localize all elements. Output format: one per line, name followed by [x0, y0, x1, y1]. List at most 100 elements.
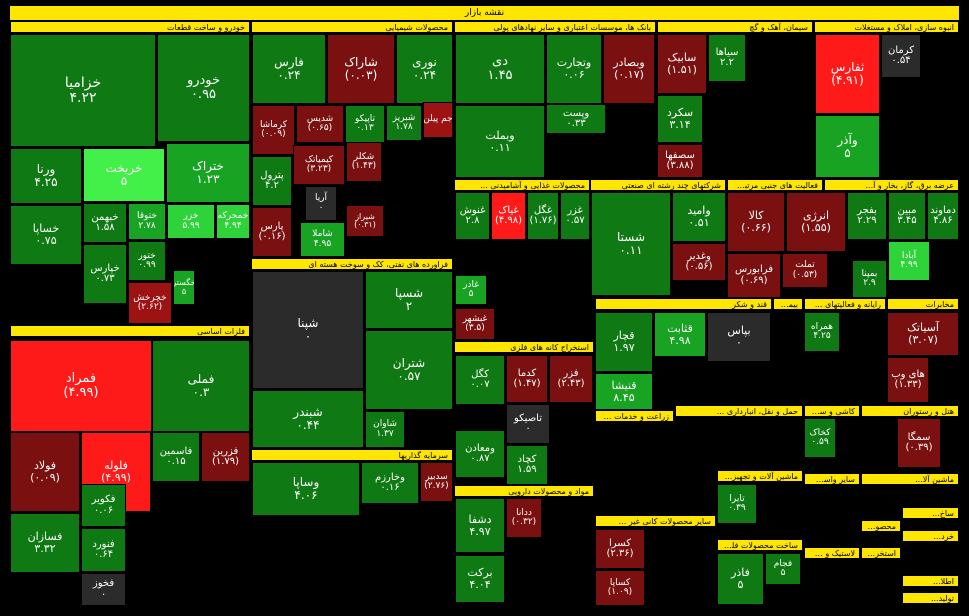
stock-tile-noori[interactable]: نوری ۰.۲۴: [396, 34, 453, 104]
stock-tile-fars[interactable]: فارس ۰.۲۴: [252, 34, 326, 104]
stock-tile-jam[interactable]: جم پیلن: [423, 102, 453, 138]
stock-tile-vrana[interactable]: ورنا ۴.۲۵: [10, 148, 82, 204]
sector-header-insurance[interactable]: بیمه و صندوق بازن...: [773, 298, 803, 310]
sector-header-auto[interactable]: خودرو و ساخت قطعات: [10, 21, 250, 33]
stock-tile-mabin[interactable]: مبین ۳.۴۵: [888, 192, 926, 240]
sector-header-food[interactable]: محصولات غذایی و آشامیدنی ...: [454, 179, 590, 191]
stock-tile-fmerad[interactable]: فمراد (۴.۹۹): [10, 340, 152, 432]
sector-header-misc2[interactable]: محصولا...: [861, 520, 901, 532]
stock-tile-vamid[interactable]: وامید ۰.۵۱: [672, 192, 726, 242]
stock-tile-kasra[interactable]: کسرا (۲.۳۶): [595, 529, 645, 569]
stock-tile-bfajr[interactable]: بفجر ۲.۲۹: [847, 192, 887, 240]
stock-tile-vtejarat[interactable]: وتجارت ۰.۰۶: [546, 34, 602, 104]
small-tickers-cluster[interactable]: [127, 575, 250, 606]
sector-header-investment[interactable]: سرمایه گذاریها: [251, 449, 453, 461]
stock-tile-foolad[interactable]: فولاد (۰.۰۹): [10, 432, 80, 512]
stock-tile-damavand[interactable]: دماوند ۴.۸۶: [927, 192, 959, 240]
stock-tile-shbandar[interactable]: شبندر ۰.۴۴: [252, 390, 364, 448]
sector-header-misc8[interactable]: تولید...: [902, 592, 959, 604]
small-tickers-cluster[interactable]: [196, 239, 250, 269]
stock-tile-kermasha[interactable]: کرماشا (۰.۰۹): [252, 105, 295, 155]
stock-tile-ghshsheli[interactable]: غبشهر (۳.۵): [455, 308, 495, 340]
stock-tile-sakord[interactable]: سکرد ۳.۱۴: [657, 95, 703, 143]
stock-tile-sharak[interactable]: شاراک (۰.۰۳): [327, 34, 395, 104]
sector-header-nonmetal[interactable]: سایر محصولات کانی غیر ...: [595, 515, 716, 527]
sector-header-tech[interactable]: فعالیت های جنبی مرتبط با ...: [727, 179, 823, 191]
small-tickers-cluster[interactable]: [829, 260, 851, 297]
stock-tile-aria[interactable]: آریا ۰: [305, 186, 337, 221]
small-tickers-cluster[interactable]: [216, 270, 250, 325]
sector-header-misc5[interactable]: خرد...: [902, 530, 959, 542]
stock-tile-fasamin[interactable]: فاسمین ۰.۱۵: [152, 432, 200, 482]
sector-header-multi[interactable]: شرکتهای چند رشته ای صنعتی: [590, 179, 726, 191]
stock-tile-fajam[interactable]: فجام ۵: [765, 553, 801, 585]
sector-header-telecom[interactable]: مخابرات: [887, 298, 959, 310]
stock-tile-ghadir[interactable]: غادر ۵: [455, 275, 487, 305]
stock-tile-shadis[interactable]: شدیس (۰.۶۵): [296, 105, 344, 143]
stock-tile-shespa[interactable]: شسپا ۲: [365, 271, 453, 329]
stock-tile-khpars[interactable]: خپارس ۰.۷۳: [83, 244, 127, 304]
small-tickers-cluster[interactable]: [455, 241, 491, 274]
stock-tile-sadbir[interactable]: سدبیر (۲.۷۶): [420, 462, 453, 502]
sector-header-mining-metal[interactable]: استخراج کانه های فلزی: [454, 341, 594, 353]
small-tickers-cluster[interactable]: [704, 90, 814, 178]
stock-tile-kkhak[interactable]: کخاک ۰.۵۹: [804, 418, 836, 458]
sector-header-misc6[interactable]: اطلا...: [902, 575, 959, 587]
stock-tile-kdamah[interactable]: کدما (۱.۴۷): [506, 355, 548, 403]
stock-tile-vpost[interactable]: وپست ۰.۳۳: [546, 104, 606, 134]
small-tickers-cluster[interactable]: [496, 298, 591, 340]
stock-tile-zbrkt[interactable]: برکت ۴.۰۴: [455, 555, 505, 603]
stock-tile-ghazar[interactable]: غزر ۰.۵۷: [560, 192, 590, 240]
stock-tile-khbahmen[interactable]: خبهمن ۱.۵۸: [83, 203, 127, 243]
sector-header-machinery[interactable]: ماشین آلات و تجهیز...: [717, 470, 803, 482]
small-tickers-cluster[interactable]: [841, 312, 886, 404]
stock-tile-khodro[interactable]: خودرو ۰.۹۵: [157, 34, 250, 142]
stock-tile-vghdir[interactable]: وغدیر (۰.۵۶): [672, 243, 726, 281]
stock-tile-smaga[interactable]: سمگا (۰.۳۹): [897, 418, 941, 468]
small-tickers-cluster[interactable]: [902, 486, 959, 506]
sector-header-realestate[interactable]: انبوه سازی، املاک و مستغلات: [814, 21, 959, 33]
stock-tile-fsazan[interactable]: فسازان ۳.۳۲: [10, 513, 80, 573]
stock-tile-shekalar[interactable]: شکلر (۱.۴۳): [346, 142, 382, 182]
small-tickers-cluster[interactable]: [646, 529, 716, 606]
stock-tile-bpas[interactable]: بپاس ۰: [707, 312, 771, 362]
stock-tile-abadi[interactable]: آبادا ۴.۹۹: [888, 241, 930, 281]
stock-tile-fzarin[interactable]: فزرین (۱.۷۹): [201, 432, 250, 482]
stock-tile-fnord[interactable]: فنورد ۰.۶۴: [81, 528, 126, 572]
sector-header-misc7[interactable]: ساخ...: [902, 507, 959, 519]
stock-tile-tapiko[interactable]: تاپیکو ۰.۱۳: [345, 105, 385, 143]
small-tickers-cluster[interactable]: [804, 486, 860, 546]
small-tickers-cluster[interactable]: [167, 240, 196, 270]
sector-header-misc4[interactable]: لاستیک و پ...: [804, 547, 860, 559]
stock-tile-khazamia[interactable]: خزامیا ۴.۲۲: [10, 34, 156, 147]
sector-header-cement[interactable]: سیمان، آهک و گچ: [657, 21, 813, 33]
small-tickers-cluster[interactable]: [804, 561, 860, 606]
stock-tile-khmohrka[interactable]: خمحرکه ۴.۹۴: [216, 204, 250, 239]
sector-header-agri[interactable]: زراعت و خدمات وابسته: [595, 410, 674, 422]
stock-tile-sabik[interactable]: سابیک (۱.۵۱): [657, 34, 707, 94]
stock-tile-vkharazm[interactable]: وخارزم ۰.۱۶: [361, 462, 419, 504]
stock-tile-ghgol[interactable]: غگل (۱.۷۶): [527, 192, 559, 240]
stock-tile-kgol[interactable]: کگل ۰.۰۷: [455, 355, 505, 405]
stock-tile-bmapna[interactable]: بمپنا ۲.۹: [852, 260, 887, 298]
small-tickers-cluster[interactable]: [346, 238, 453, 258]
stock-tile-dadana[interactable]: ددانا (۰.۳۲): [506, 498, 542, 538]
stock-tile-heoab[interactable]: های وب (۱.۳۳): [887, 357, 929, 403]
stock-tile-frabours[interactable]: فرابورس (۰.۶۹): [727, 253, 781, 298]
stock-tile-di[interactable]: دی ۱.۴۵: [455, 34, 545, 104]
sector-header-utility[interactable]: عرضه برق، گاز، بخار و آ...: [824, 179, 959, 191]
stock-tile-shiraz[interactable]: شیراز (۰.۳۱): [346, 205, 384, 237]
stock-tile-tmelt[interactable]: تملت (۰.۵۳): [782, 253, 828, 288]
sector-header-chemical[interactable]: محصولات شیمیایی: [251, 21, 453, 33]
small-tickers-cluster[interactable]: [675, 418, 803, 468]
sector-header-metal-products[interactable]: ساخت محصولات فلز...: [717, 539, 803, 551]
stock-tile-pars[interactable]: پارس (۰.۱۶): [252, 207, 292, 257]
small-tickers-cluster[interactable]: [747, 34, 814, 89]
stock-tile-fameli[interactable]: فملی ۰.۳: [152, 340, 250, 432]
stock-tile-fkhooz[interactable]: فخوز ۰: [81, 573, 126, 606]
stock-tile-shtran[interactable]: شتران ۰.۵۷: [365, 330, 453, 410]
sector-header-tile[interactable]: کاشی و سرامیک: [804, 405, 860, 417]
small-tickers-cluster[interactable]: [758, 484, 803, 536]
small-tickers-cluster[interactable]: [707, 363, 803, 404]
stock-tile-hamrah[interactable]: همراه ۴.۲۵: [804, 312, 840, 352]
